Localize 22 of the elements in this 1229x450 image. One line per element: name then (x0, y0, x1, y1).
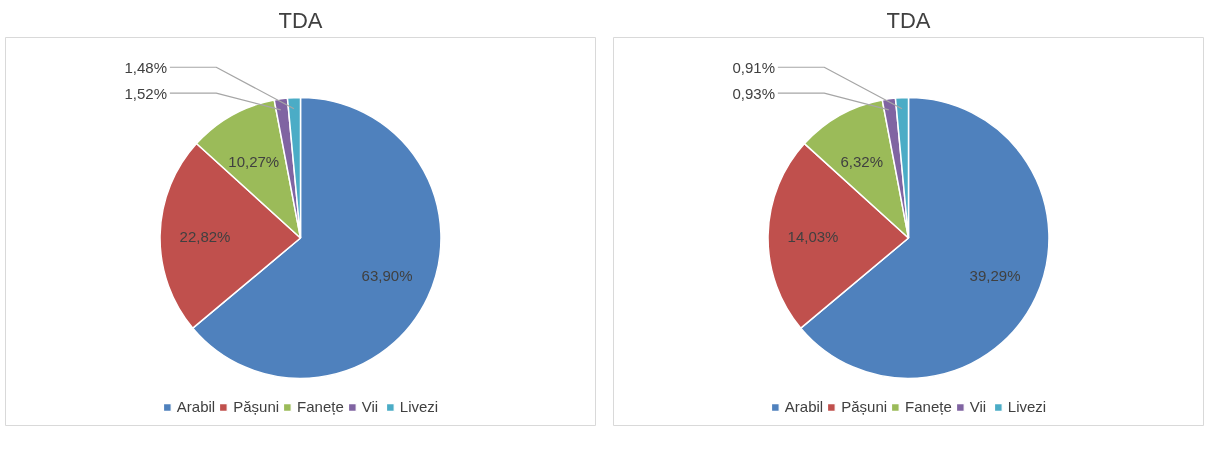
data-label: 1,52% (124, 84, 168, 102)
legend-label: Livezi (399, 398, 439, 415)
data-label: 22,82% (179, 227, 231, 245)
data-label: 6,32% (840, 152, 884, 170)
legend-label: Arabil (176, 398, 216, 415)
legend-label: Livezi (1007, 398, 1047, 415)
chart-title: TDA (278, 7, 323, 33)
legend-label: Vii (969, 398, 988, 415)
legend-label: Arabil (784, 398, 824, 415)
data-label: 0,93% (732, 84, 776, 102)
legend-label: Fanețe (905, 398, 952, 415)
data-label: 10,27% (228, 152, 280, 170)
data-label: 63,90% (361, 266, 413, 284)
legend-label: Pășuni (841, 398, 888, 415)
legend-label: Pășuni (233, 398, 280, 415)
data-label: 1,48% (124, 58, 168, 76)
chart-title: TDA (886, 7, 931, 33)
data-label: 39,29% (969, 266, 1021, 284)
legend-label: Vii (361, 398, 380, 415)
legend-label: Fanețe (297, 398, 344, 415)
data-label: 0,91% (732, 58, 776, 76)
data-label: 14,03% (787, 227, 839, 245)
